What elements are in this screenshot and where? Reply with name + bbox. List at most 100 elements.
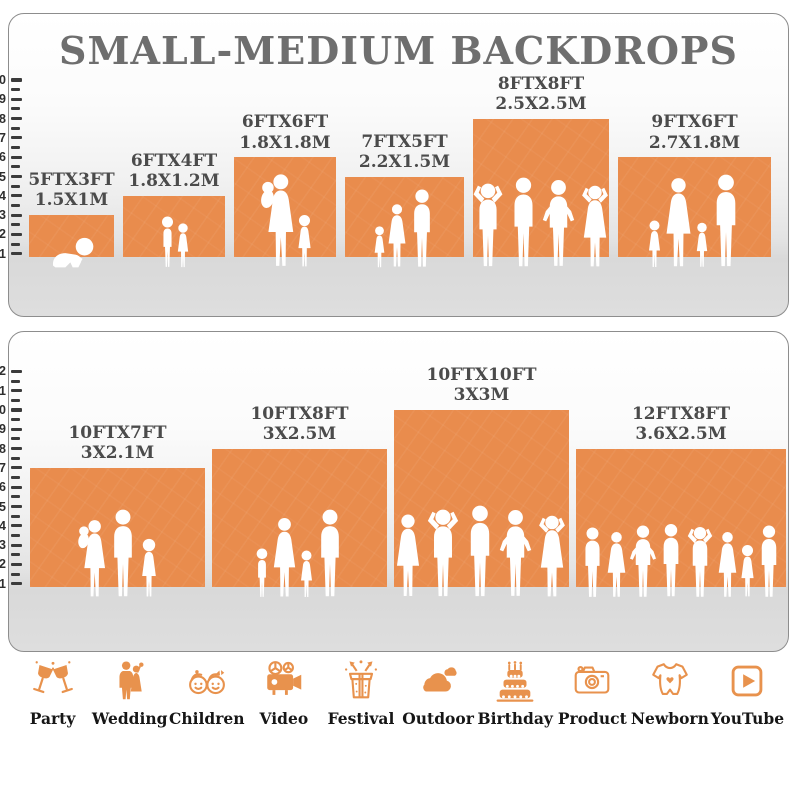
category-item: Wedding [91,658,168,728]
ruler-tick [11,242,20,246]
ruler-number: 1 [0,576,6,591]
ruler-tick [11,495,20,499]
ruler-tick [11,476,20,480]
ruler-tick [11,543,22,547]
ruler-tick [11,213,22,217]
ruler-tick [11,582,22,586]
backdrop-size-label: 10FTX8FT 3X2.5M [250,404,348,445]
ruler-number: 5 [0,169,6,184]
ruler-tick [11,398,20,402]
category-label: Video [259,709,309,728]
category-label: Newborn [630,709,709,728]
girl-silhouette [142,538,156,597]
category-item: YouTube [709,658,786,728]
category-item: Festival [322,658,399,728]
ruler-number: 6 [0,150,6,165]
backdrop-size-m: 3X2.5M [262,423,337,444]
backdrop-size-m: 3.6X2.5M [635,423,727,444]
ruler-tick [11,194,22,198]
backdrop-size-ft: 5FTX3FT [28,170,115,191]
category-label: Children [169,709,245,728]
backdrop-size-label: 12FTX8FT 3.6X2.5M [632,404,730,445]
ruler-number: 10 [0,73,6,87]
ruler-tick [11,155,22,159]
ruler-tick [11,117,22,121]
man-hips-silhouette [542,180,575,266]
birthday-icon [492,658,538,704]
children-icon [184,658,230,704]
youtube-icon [724,658,770,704]
backdrop-size-label: 9FTX6FT 2.7X1.8M [649,112,740,153]
backdrop-size-m: 2.5X2.5M [495,93,587,114]
backdrop-people [30,332,205,599]
ruler-tick [11,447,22,451]
ruler-number: 4 [0,518,6,533]
party-icon [30,658,76,704]
ruler-tick [11,408,22,412]
woman-up-silhouette [582,185,608,267]
ruler-tick [11,165,20,169]
ruler-number: 2 [0,557,6,572]
backdrop-size-ft: 10FTX10FT [426,365,537,385]
ruler-number: 7 [0,130,6,145]
ruler-tick [11,78,22,82]
ruler-number: 8 [0,441,6,456]
ruler-tick [11,456,20,460]
woman-baby-silhouette [259,174,293,266]
backdrop-people [234,14,336,269]
backdrop-rect [345,176,464,257]
category-label: Product [557,709,627,728]
backdrop-size-ft: 7FTX5FT [361,131,448,152]
woman-up-silhouette [539,515,565,597]
man-up-silhouette [473,183,503,267]
man-silhouette [761,525,777,597]
man-up-silhouette [427,509,459,597]
category-label: YouTube [710,709,785,728]
ruler-tick [11,524,22,528]
ruler-tick [11,136,22,140]
ruler-tick [11,418,20,422]
backdrop-size-label: 5FTX3FT 1.5X1M [28,170,114,211]
man-hips-silhouette [629,525,657,597]
video-icon [261,658,307,704]
category-label: Party [29,709,76,728]
backdrop-size-ft: 12FTX8FT [631,403,731,424]
backdrop-rect [394,410,569,587]
product-icon [569,658,615,704]
ruler-tick [11,174,22,179]
ruler-tick [11,203,20,207]
ruler-tick [11,223,20,227]
backdrop-rect [30,467,205,587]
man-silhouette [470,505,490,597]
woman-silhouette [396,514,420,596]
ruler-tick [11,97,22,101]
ruler-number: 10 [0,403,6,417]
man-silhouette [114,509,132,597]
ruler-tick [11,553,20,557]
backdrop-size-m: 1.5X1M [34,190,109,211]
ruler-tick [11,88,20,92]
backdrop-size-m: 3X3M [453,385,510,406]
ruler-number: 2 [0,227,6,242]
category-item: Outdoor [400,658,477,728]
category-item: Product [554,658,631,728]
backdrop-size-ft: 8FTX8FT [497,73,585,94]
backdrop-rect [123,195,225,257]
ruler-tick [11,427,22,431]
ruler-number: 3 [0,208,6,223]
ruler-tick [11,572,20,576]
ruler-tick [11,437,20,441]
backdrop-rect [29,215,114,257]
backdrop-size-label: 6FTX6FT 1.8X1.8M [239,112,330,153]
category-item: Video [245,658,322,728]
ruler-number: 8 [0,111,6,126]
ruler-number: 4 [0,188,6,203]
man-up-silhouette [687,526,713,597]
ruler-tick [11,389,22,393]
category-label: Outdoor [402,709,474,728]
ruler-tick [11,184,20,188]
backdrop-size-m: 1.8X1.2M [128,171,220,192]
medium-backdrops-panel: 12345678910111210FTX7FT3X2.1M10FTX8FT3X2… [0,331,789,652]
ruler-number: 7 [0,460,6,475]
